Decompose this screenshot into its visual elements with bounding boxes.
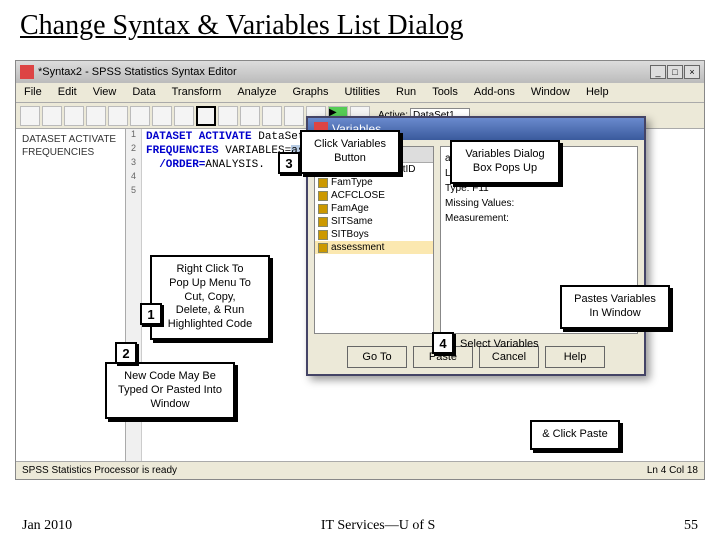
variable-row[interactable]: FamAge	[315, 202, 433, 215]
callout-new-code: New Code May BeTyped Or Pasted IntoWindo…	[105, 362, 235, 419]
footer-page: 55	[684, 518, 698, 534]
nav-item[interactable]: FREQUENCIES	[20, 146, 121, 159]
callout-right-click: Right Click ToPop Up Menu ToCut, Copy,De…	[150, 255, 270, 340]
window-title: *Syntax2 - SPSS Statistics Syntax Editor	[38, 66, 237, 78]
minimize-button[interactable]: _	[650, 65, 666, 79]
variable-row[interactable]: SITSame	[315, 215, 433, 228]
callout-dialog-pops: Variables DialogBox Pops Up	[450, 140, 560, 184]
titlebar: *Syntax2 - SPSS Statistics Syntax Editor…	[16, 61, 704, 83]
toolbar-button[interactable]	[218, 106, 238, 126]
variable-row[interactable]: FamType	[315, 176, 433, 189]
menubar: FileEditViewDataTransformAnalyzeGraphsUt…	[16, 83, 704, 103]
help-button[interactable]: Help	[545, 346, 605, 368]
toolbar-button[interactable]	[174, 106, 194, 126]
menu-graphs[interactable]: Graphs	[284, 83, 336, 102]
variables-toolbar-button[interactable]	[196, 106, 216, 126]
menu-window[interactable]: Window	[523, 83, 578, 102]
toolbar-button[interactable]	[64, 106, 84, 126]
step-4: 4	[432, 332, 454, 354]
goto-button[interactable]: Go To	[347, 346, 407, 368]
toolbar-button[interactable]	[108, 106, 128, 126]
slide-footer: Jan 2010 IT Services—U of S 55	[0, 518, 720, 534]
toolbar-button[interactable]	[42, 106, 62, 126]
callout-select-variables: Select Variables	[460, 338, 539, 350]
menu-file[interactable]: File	[16, 83, 50, 102]
menu-help[interactable]: Help	[578, 83, 617, 102]
variable-row[interactable]: ACFCLOSE	[315, 189, 433, 202]
menu-analyze[interactable]: Analyze	[229, 83, 284, 102]
callout-pastes: Pastes VariablesIn Window	[560, 285, 670, 329]
footer-date: Jan 2010	[22, 518, 72, 534]
variable-list[interactable]: Variable MatchParticipantIDFamTypeACFCLO…	[314, 146, 434, 334]
toolbar-button[interactable]	[152, 106, 172, 126]
menu-data[interactable]: Data	[124, 83, 163, 102]
menu-utilities[interactable]: Utilities	[337, 83, 388, 102]
menu-tools[interactable]: Tools	[424, 83, 466, 102]
toolbar-button[interactable]	[86, 106, 106, 126]
step-1: 1	[140, 303, 162, 325]
app-icon	[20, 65, 34, 79]
slide-title: Change Syntax & Variables List Dialog	[0, 0, 720, 47]
status-right: Ln 4 Col 18	[647, 465, 698, 476]
menu-edit[interactable]: Edit	[50, 83, 85, 102]
close-button[interactable]: ×	[684, 65, 700, 79]
step-2: 2	[115, 342, 137, 364]
maximize-button[interactable]: □	[667, 65, 683, 79]
status-left: SPSS Statistics Processor is ready	[22, 465, 177, 476]
step-3: 3	[278, 152, 300, 174]
toolbar-button[interactable]	[284, 106, 304, 126]
menu-transform[interactable]: Transform	[164, 83, 230, 102]
menu-view[interactable]: View	[85, 83, 125, 102]
callout-click-paste: & Click Paste	[530, 420, 620, 450]
footer-center: IT Services—U of S	[321, 518, 435, 534]
variable-row[interactable]: assessment	[315, 241, 433, 254]
statusbar: SPSS Statistics Processor is ready Ln 4 …	[16, 461, 704, 479]
toolbar-button[interactable]	[130, 106, 150, 126]
menu-run[interactable]: Run	[388, 83, 424, 102]
menu-add-ons[interactable]: Add-ons	[466, 83, 523, 102]
toolbar-button[interactable]	[262, 106, 282, 126]
toolbar-button[interactable]	[20, 106, 40, 126]
toolbar-button[interactable]	[240, 106, 260, 126]
variable-row[interactable]: SITBoys	[315, 228, 433, 241]
callout-click-variables: Click VariablesButton	[300, 130, 400, 174]
nav-item[interactable]: DATASET ACTIVATE	[20, 133, 121, 146]
